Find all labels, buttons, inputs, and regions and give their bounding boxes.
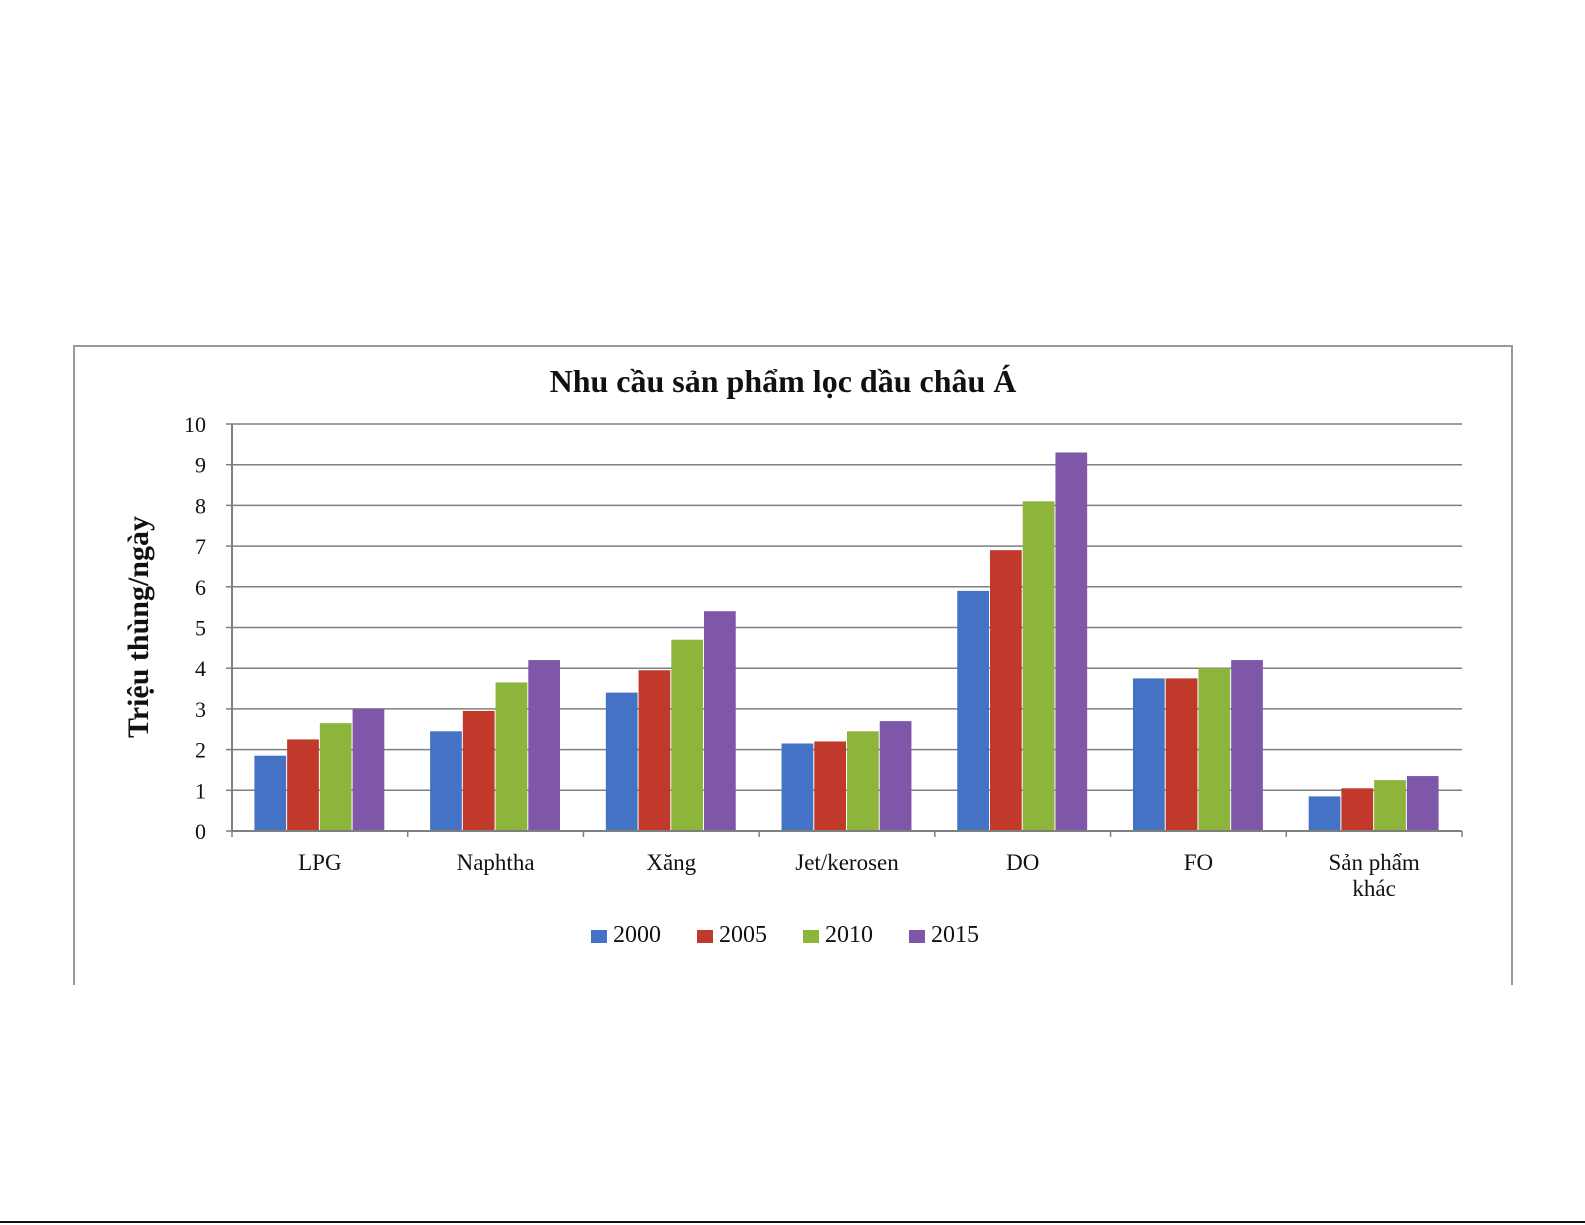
bar-2000-1 <box>430 731 462 831</box>
y-tick-label: 6 <box>195 575 206 600</box>
bar-2010-6 <box>1374 780 1406 831</box>
bar-2000-3 <box>781 743 814 831</box>
legend-label-2000: 2000 <box>613 922 661 948</box>
bar-2010-3 <box>847 731 879 831</box>
bar-2005-3 <box>814 741 846 831</box>
bar-2015-2 <box>704 611 736 831</box>
bar-2010-2 <box>671 639 704 831</box>
legend-label-2005: 2005 <box>719 922 767 948</box>
bar-2000-5 <box>1132 678 1165 831</box>
y-axis-label: Triệu thùng/ngày <box>122 516 155 738</box>
bars <box>254 452 1439 831</box>
axes <box>226 423 1463 837</box>
legend-swatch-2000 <box>591 930 607 943</box>
y-tick-label: 10 <box>184 412 206 437</box>
legend: 2000 2005 2010 2015 <box>591 922 979 948</box>
legend-label-2015: 2015 <box>931 922 979 948</box>
x-tick-labels: LPG Naphtha Xăng Jet/kerosen DO FO Sản phẩmkhá… <box>298 850 1420 901</box>
bar-2000-0 <box>254 755 287 831</box>
bar-2010-1 <box>495 682 528 831</box>
x-tick-label: Naphtha <box>457 850 535 875</box>
legend-label-2010: 2010 <box>825 922 873 948</box>
bottom-rule <box>0 1221 1585 1223</box>
y-tick-label: 2 <box>195 738 206 763</box>
x-tick-label: FO <box>1184 850 1213 875</box>
legend-swatch-2015 <box>909 930 925 943</box>
bar-2005-5 <box>1165 678 1198 831</box>
x-tick-label: LPG <box>298 850 341 875</box>
bar-2005-1 <box>462 710 495 831</box>
chart-frame <box>73 345 1513 985</box>
x-tick-label: Jet/kerosen <box>795 850 899 875</box>
bar-2005-4 <box>989 550 1022 831</box>
bar-2000-2 <box>605 692 638 831</box>
x-tick-label: khác <box>1352 876 1395 901</box>
y-tick-label: 9 <box>195 453 206 478</box>
x-tick-label: Xăng <box>646 850 696 875</box>
chart-title: Nhu cầu sản phẩm lọc dầu châu Á <box>550 363 1017 399</box>
bar-2005-6 <box>1341 788 1374 831</box>
legend-swatch-2010 <box>803 930 819 943</box>
bar-2015-1 <box>528 660 561 831</box>
y-tick-label: 7 <box>195 534 206 559</box>
x-tick-label: Sản phẩm <box>1328 850 1419 875</box>
bar-2010-4 <box>1022 501 1055 831</box>
bar-2015-0 <box>352 708 385 831</box>
bar-2015-5 <box>1231 660 1263 831</box>
y-tick-label: 4 <box>195 656 206 681</box>
bar-2000-6 <box>1308 796 1341 831</box>
bar-2005-2 <box>638 670 671 831</box>
bar-2000-4 <box>957 590 989 831</box>
legend-swatch-2005 <box>697 930 713 943</box>
bar-2010-0 <box>319 723 352 831</box>
bar-2010-5 <box>1198 668 1231 831</box>
y-tick-labels: 0 1 2 3 4 5 6 7 8 9 10 <box>184 412 206 844</box>
x-tick-label: DO <box>1006 850 1039 875</box>
bar-2015-3 <box>879 721 912 831</box>
y-tick-label: 0 <box>195 819 206 844</box>
bar-2015-4 <box>1055 452 1088 831</box>
bar-2005-0 <box>287 739 319 831</box>
y-tick-label: 1 <box>195 778 206 803</box>
bar-2015-6 <box>1406 776 1439 831</box>
y-tick-label: 3 <box>195 697 206 722</box>
y-tick-label: 5 <box>195 616 206 641</box>
y-tick-label: 8 <box>195 493 206 518</box>
